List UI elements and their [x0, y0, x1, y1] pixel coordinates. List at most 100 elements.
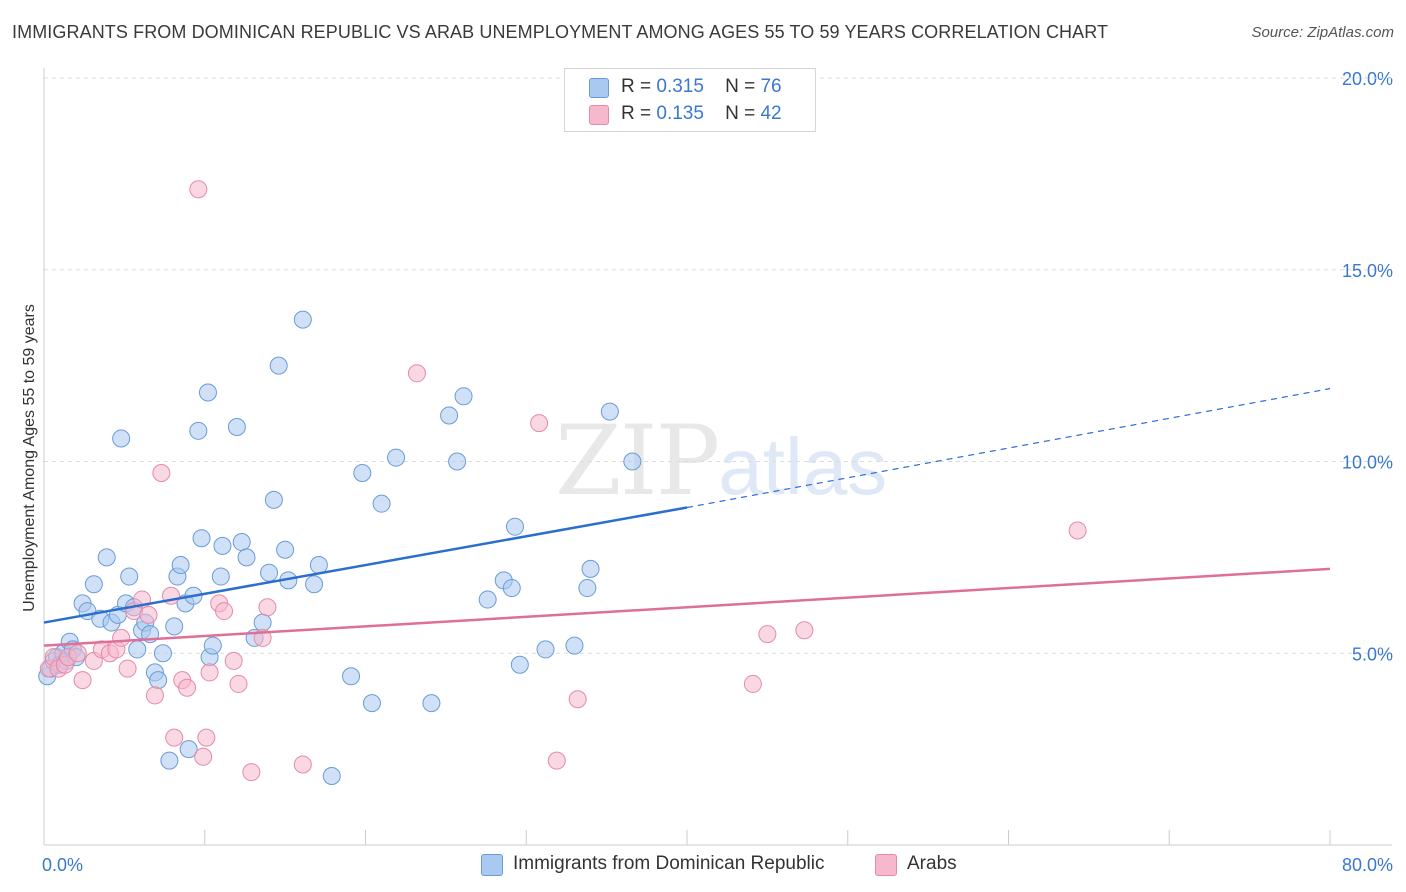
blue-data-point	[160, 751, 179, 770]
blue-data-point	[478, 590, 497, 609]
blue-data-point	[578, 579, 597, 598]
pink-data-point	[194, 747, 213, 766]
blue-trend-line-dashed	[686, 388, 1331, 509]
legend-swatch-blue	[589, 78, 609, 98]
blue-data-point	[342, 667, 361, 686]
pink-data-point	[165, 728, 184, 747]
correlation-legend: R = 0.315 N = 76 R = 0.135 N = 42	[564, 68, 816, 132]
pink-data-point	[242, 763, 261, 782]
blue-data-point	[149, 671, 168, 690]
blue-data-point	[112, 429, 131, 448]
blue-data-point	[120, 567, 139, 586]
y-axis-label: Unemployment Among Ages 55 to 59 years	[21, 304, 38, 612]
pink-data-point	[547, 751, 566, 770]
pink-data-point	[189, 180, 208, 199]
blue-data-point	[198, 383, 217, 402]
blue-data-point	[128, 640, 147, 659]
bottom-legend-swatch-pink	[875, 854, 897, 876]
blue-data-point	[322, 766, 341, 785]
source-credit: Source: ZipAtlas.com	[1251, 24, 1394, 41]
pink-data-point	[229, 674, 248, 693]
blue-data-point	[623, 452, 642, 471]
blue-data-point	[353, 464, 372, 483]
pink-data-point	[1068, 521, 1087, 540]
blue-data-point	[227, 417, 246, 436]
blue-data-point	[502, 579, 521, 598]
legend-text-pink: R = 0.135 N = 42	[621, 103, 782, 125]
pink-data-point	[68, 644, 87, 663]
pink-data-point	[743, 674, 762, 693]
blue-data-point	[305, 575, 324, 594]
legend-blue-r: 0.315	[656, 76, 704, 97]
blue-data-point	[362, 694, 381, 713]
blue-data-point	[510, 655, 529, 674]
pink-data-point	[758, 625, 777, 644]
pink-data-point	[215, 602, 234, 621]
legend-text-blue: R = 0.315 N = 76	[621, 76, 782, 98]
blue-data-point	[84, 575, 103, 594]
blue-data-point	[237, 548, 256, 567]
legend-n-label: N =	[725, 103, 756, 124]
blue-data-point	[448, 452, 467, 471]
chart-title: IMMIGRANTS FROM DOMINICAN REPUBLIC VS AR…	[12, 22, 1109, 42]
blue-data-point	[536, 640, 555, 659]
pink-data-point	[258, 598, 277, 617]
blue-data-point	[276, 540, 295, 559]
pink-data-point	[118, 659, 137, 678]
blue-data-point	[232, 533, 251, 552]
blue-data-point	[309, 556, 328, 575]
blue-data-point	[165, 617, 184, 636]
legend-r-label: R =	[621, 76, 652, 97]
legend-r-label: R =	[621, 103, 652, 124]
y-tick-label: 20.0%	[1342, 69, 1393, 89]
blue-data-point	[213, 536, 232, 555]
blue-data-point	[505, 517, 524, 536]
blue-data-point	[293, 310, 312, 329]
pink-data-point	[568, 690, 587, 709]
blue-data-point	[264, 490, 283, 509]
blue-data-point	[153, 644, 172, 663]
blue-data-point	[600, 402, 619, 421]
y-tick-label: 15.0%	[1342, 261, 1393, 281]
blue-data-point	[203, 636, 222, 655]
blue-data-point	[189, 421, 208, 440]
pink-data-point	[407, 364, 426, 383]
legend-swatch-pink	[589, 105, 609, 125]
blue-data-point	[565, 636, 584, 655]
blue-data-point	[454, 387, 473, 406]
legend-pink-n: 42	[760, 103, 782, 124]
blue-data-point	[440, 406, 459, 425]
blue-data-point	[269, 356, 288, 375]
pink-data-point	[293, 755, 312, 774]
x-tick-label: 80.0%	[1342, 855, 1393, 875]
y-tick-label: 5.0%	[1352, 644, 1393, 664]
pink-data-point	[178, 678, 197, 697]
pink-data-point	[152, 464, 171, 483]
blue-data-point	[260, 563, 279, 582]
x-tick-label: 0.0%	[42, 855, 83, 875]
blue-data-point	[171, 556, 190, 575]
pink-data-point	[197, 728, 216, 747]
blue-trend-line	[43, 506, 688, 624]
blue-data-point	[581, 559, 600, 578]
pink-data-point	[145, 686, 164, 705]
pink-data-point	[139, 605, 158, 624]
bottom-legend-swatch-blue	[481, 854, 503, 876]
blue-data-point	[97, 548, 116, 567]
bottom-legend-label-pink: Arabs	[907, 853, 957, 874]
pink-data-point	[530, 414, 549, 433]
pink-data-point	[200, 663, 219, 682]
legend-pink-r: 0.135	[656, 103, 704, 124]
blue-data-point	[422, 694, 441, 713]
legend-n-label: N =	[725, 76, 756, 97]
legend-blue-n: 76	[760, 76, 782, 97]
blue-data-point	[211, 567, 230, 586]
blue-data-point	[179, 740, 198, 759]
blue-data-point	[253, 613, 272, 632]
pink-data-point	[73, 671, 92, 690]
pink-data-point	[224, 651, 243, 670]
blue-data-point	[387, 448, 406, 467]
blue-data-point	[192, 529, 211, 548]
pink-trend-line	[43, 567, 1331, 647]
